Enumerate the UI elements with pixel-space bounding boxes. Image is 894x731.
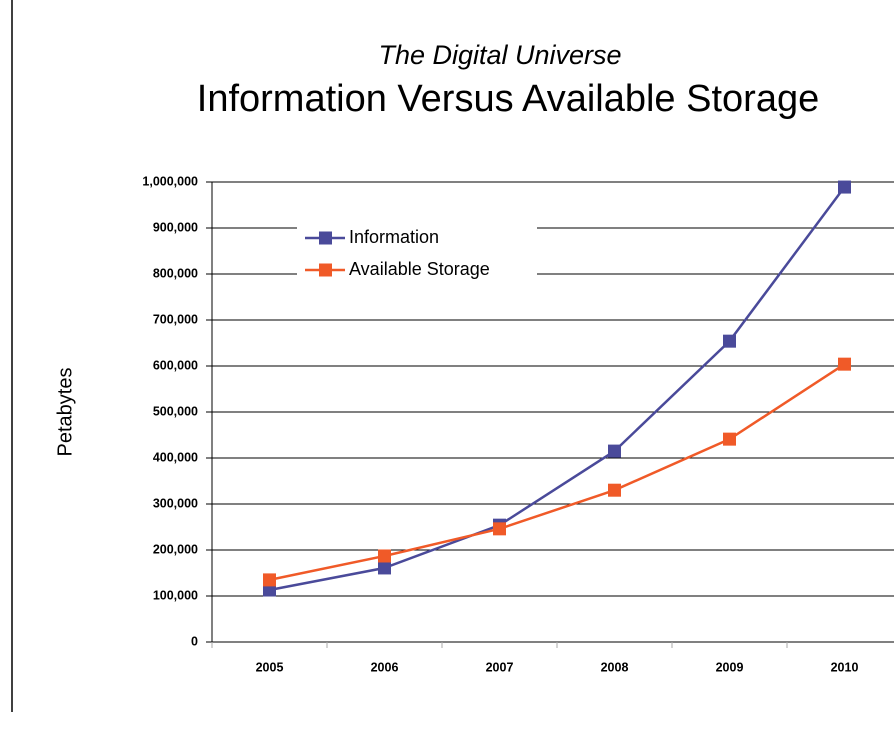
y-tick-label: 100,000 <box>153 588 198 602</box>
x-tick-label: 2006 <box>371 660 399 674</box>
series-line <box>269 363 846 582</box>
legend-label: Available Storage <box>349 259 490 279</box>
series-line <box>269 186 846 592</box>
y-tick-label: 700,000 <box>153 312 198 326</box>
x-tick-label: 2005 <box>256 660 284 674</box>
y-tick-label: 800,000 <box>153 266 198 280</box>
point-marker <box>608 483 621 497</box>
y-tick-label: 400,000 <box>153 450 198 464</box>
chart-subtitle: The Digital Universe <box>378 40 621 70</box>
point-marker <box>493 522 506 536</box>
point-marker <box>608 444 621 458</box>
y-axis-label: Petabytes <box>54 368 76 457</box>
y-tick-label: 0 <box>191 634 198 648</box>
y-tick-label: 300,000 <box>153 496 198 510</box>
point-marker <box>838 357 851 371</box>
y-tick-label: 500,000 <box>153 404 198 418</box>
x-tick-label: 2007 <box>486 660 514 674</box>
legend-marker <box>319 231 332 245</box>
x-tick-label: 2008 <box>601 660 629 674</box>
x-tick-label: 2009 <box>716 660 744 674</box>
point-marker <box>378 549 391 563</box>
point-marker <box>723 334 736 348</box>
point-marker <box>723 432 736 446</box>
point-marker <box>838 180 851 194</box>
y-tick-label: 200,000 <box>153 542 198 556</box>
legend-marker <box>319 263 332 277</box>
legend-label: Information <box>349 227 439 247</box>
point-marker <box>378 561 391 575</box>
legend-box <box>297 224 537 288</box>
y-tick-label: 1,000,000 <box>142 174 198 188</box>
point-marker <box>263 583 276 597</box>
y-tick-label: 900,000 <box>153 220 198 234</box>
point-marker <box>263 573 276 587</box>
x-tick-label: 2010 <box>831 660 859 674</box>
y-tick-label: 600,000 <box>153 358 198 372</box>
chart-title: Information Versus Available Storage <box>197 78 819 120</box>
